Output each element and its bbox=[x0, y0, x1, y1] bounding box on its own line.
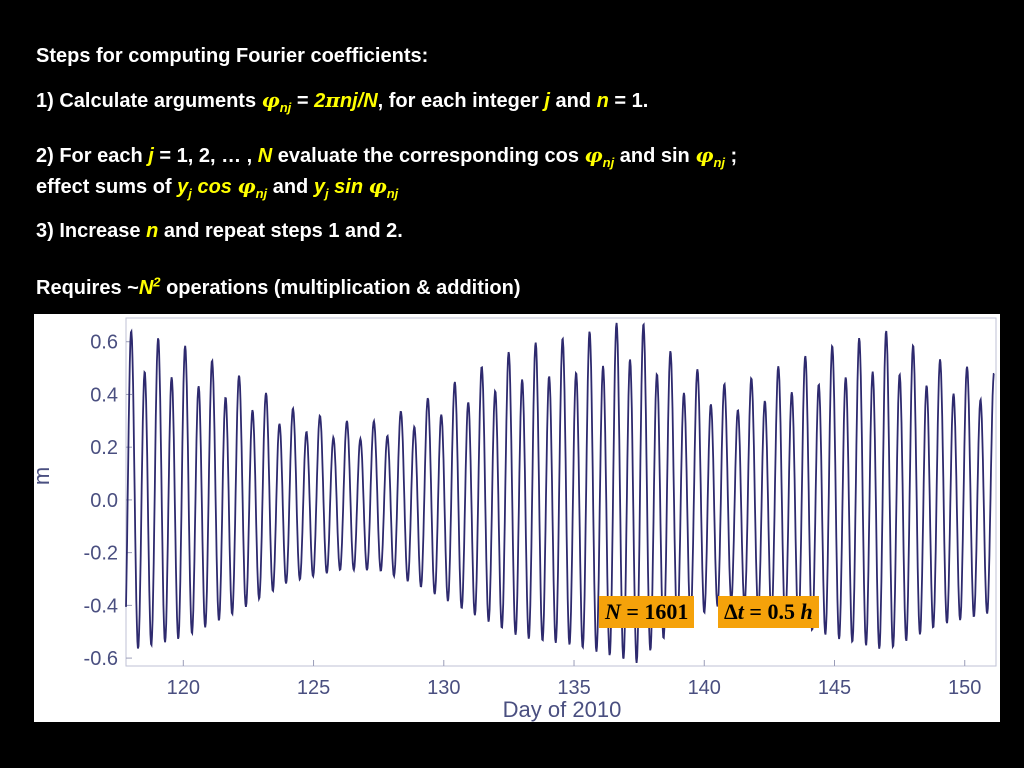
slide-heading: Steps for computing Fourier coefficients… bbox=[36, 44, 428, 68]
y-tick-label: 0.0 bbox=[90, 490, 118, 512]
equals: = bbox=[291, 90, 315, 112]
var-n: n bbox=[596, 90, 609, 112]
var-n: n bbox=[146, 220, 159, 242]
var-j: j bbox=[544, 90, 550, 112]
step-1-mid: , for each integer bbox=[377, 90, 545, 112]
requires-prefix: Requires bbox=[36, 277, 128, 299]
expr-two: 2 bbox=[314, 90, 326, 112]
y-tick-label: 0.4 bbox=[90, 384, 118, 406]
heading-text: Steps for computing Fourier coefficients… bbox=[36, 45, 429, 67]
requires-line: Requires ~N2 operations (multiplication … bbox=[36, 274, 521, 300]
phi-symbol: φ bbox=[261, 88, 280, 112]
y-tick-label: 0.6 bbox=[90, 332, 118, 354]
delta-symbol: Δ bbox=[724, 599, 738, 624]
step-3: 3) Increase n and repeat steps 1 and 2. bbox=[36, 219, 403, 243]
dt-unit: h bbox=[800, 599, 813, 624]
y-axis: 0.6 0.4 0.2 0.0 -0.2 -0.4 -0.6 bbox=[84, 332, 132, 670]
y-subscript: j bbox=[188, 186, 192, 201]
step-3-prefix: 3) Increase bbox=[36, 220, 147, 242]
var-j: j bbox=[148, 145, 154, 167]
dt-badge: Δt = 0.5 h bbox=[718, 596, 819, 628]
phi-subscript: nj bbox=[386, 186, 399, 201]
y-tick-label: -0.4 bbox=[84, 595, 118, 617]
expr-rest: nj/N bbox=[339, 90, 378, 112]
phi-subscript: nj bbox=[713, 155, 725, 170]
pi-symbol: π bbox=[325, 88, 340, 112]
x-tick-label: 130 bbox=[427, 677, 460, 699]
var-y: y bbox=[177, 176, 189, 198]
superscript-two: 2 bbox=[153, 274, 161, 290]
phi-subscript: nj bbox=[602, 155, 615, 170]
var-N: N bbox=[257, 145, 273, 167]
step-2-line-2: effect sums of yj cos φnj and yj sin φnj bbox=[36, 174, 399, 201]
step-2-prefix: 2) For each bbox=[36, 145, 149, 167]
dt-value: = 0.5 bbox=[743, 599, 801, 624]
var-y: y bbox=[313, 176, 325, 198]
x-tick-label: 120 bbox=[167, 677, 200, 699]
step-3-tail: and repeat steps 1 and 2. bbox=[158, 220, 403, 242]
x-tick-label: 125 bbox=[297, 677, 330, 699]
and-text: and bbox=[267, 176, 314, 198]
tide-chart: 120 125 130 135 140 145 150 0.6 0.4 0.2 0.0 -0.2 -0… bbox=[34, 314, 1000, 722]
x-axis-label: Day of 2010 bbox=[503, 697, 622, 722]
step-2-range: = 1, 2, … , bbox=[153, 145, 258, 167]
cos-text: cos bbox=[191, 176, 238, 198]
x-tick-label: 140 bbox=[688, 677, 721, 699]
y-tick-label: -0.2 bbox=[84, 543, 118, 565]
series-line bbox=[125, 322, 995, 663]
y-subscript: j bbox=[324, 186, 329, 201]
n-symbol: N bbox=[605, 599, 621, 624]
plot-frame bbox=[125, 317, 997, 667]
step-1: 1) Calculate arguments φnj = 2πnj/N, for… bbox=[36, 88, 649, 115]
sin-text: sin bbox=[328, 176, 369, 198]
phi-symbol: φ bbox=[695, 143, 714, 167]
and-sin-text: and sin bbox=[614, 145, 696, 167]
x-tick-label: 145 bbox=[818, 677, 851, 699]
requires-tail: operations (multiplication & addition) bbox=[160, 277, 521, 299]
n-badge: N = 1601 bbox=[599, 596, 695, 628]
step-1-tail: = 1. bbox=[608, 90, 649, 112]
x-tick-label: 135 bbox=[557, 677, 590, 699]
tilde: ~ bbox=[127, 277, 139, 299]
step-2-mid: evaluate the corresponding cos bbox=[272, 145, 585, 167]
phi-symbol: φ bbox=[584, 143, 603, 167]
phi-symbol: φ bbox=[237, 174, 256, 198]
semicolon: ; bbox=[725, 145, 738, 167]
phi-symbol: φ bbox=[368, 174, 387, 198]
y-tick-label: -0.6 bbox=[84, 648, 118, 670]
y-axis-label: m bbox=[34, 467, 54, 485]
and-text: and bbox=[549, 90, 597, 112]
phi-subscript: nj bbox=[279, 100, 292, 115]
x-axis: 120 125 130 135 140 145 150 bbox=[167, 660, 981, 699]
step-2-line-1: 2) For each j = 1, 2, … , N evaluate the… bbox=[36, 143, 738, 170]
n-value: = 1601 bbox=[620, 599, 689, 624]
y-tick-label: 0.2 bbox=[90, 437, 118, 459]
phi-subscript: nj bbox=[255, 186, 268, 201]
step-1-prefix: 1) Calculate arguments bbox=[36, 90, 262, 112]
step-2-line-2-prefix: effect sums of bbox=[36, 176, 178, 198]
x-tick-label: 150 bbox=[948, 677, 981, 699]
var-N: N bbox=[138, 277, 154, 299]
chart-svg: 120 125 130 135 140 145 150 0.6 0.4 0.2 0.0 -0.2 -0… bbox=[34, 317, 997, 722]
t-symbol: t bbox=[737, 599, 744, 624]
